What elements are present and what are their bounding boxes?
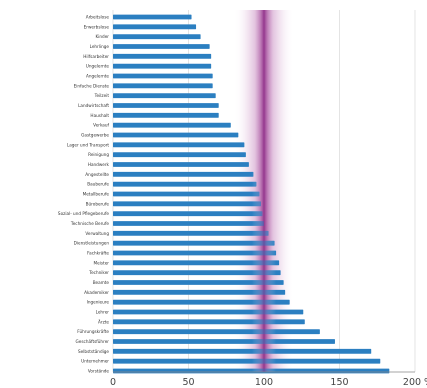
category-label: Führungskräfte [77,329,109,334]
category-label: Ungelernte [86,64,110,69]
category-labels: Arbeitslose Erwerbslose Kinder Lehrlinge Hil… [58,15,110,374]
reference-band-overlay [252,10,276,372]
category-label: Sozial- und Pflegeberufe [58,211,110,216]
bar [113,319,305,325]
bar [113,348,372,354]
category-label: Lehrlinge [90,44,110,49]
category-label: Teilzeit [94,93,110,98]
category-label: Haushalt [90,113,109,118]
category-label: Lager und Transport [67,142,109,147]
category-label: Fachkräfte [87,251,109,256]
bar [113,152,246,158]
category-label: Reinigung [88,152,109,157]
x-tick-label: 0 [110,377,116,388]
bar [113,14,192,20]
bar [113,142,245,148]
bar [113,368,390,374]
bar [113,181,257,187]
category-label: Verkauf [93,123,109,128]
category-label: Dienstleistungen [74,241,110,246]
category-label: Gastgewerbe [81,133,109,138]
category-label: Büroberufe [86,201,110,206]
category-label: Technische Berufe [70,221,110,226]
bar [113,24,197,30]
reference-overlay [252,10,276,372]
bar [113,221,264,226]
bar [113,83,213,89]
bar [113,132,239,138]
category-label: Handwerk [88,162,110,167]
bar [113,103,219,108]
category-label: Lehrer [96,310,110,315]
bar [113,34,201,40]
x-tick-label: 200 % [403,377,427,388]
bar [113,112,219,118]
category-label: Meister [94,260,110,265]
bar [113,260,280,266]
category-label: Unternehmer [81,359,109,364]
bar [113,93,216,99]
bar [113,122,231,128]
bar [113,289,286,295]
category-label: Verwaltung [85,231,109,236]
bars [113,14,390,374]
category-label: Beamte [93,280,110,285]
category-label: Hilfsarbeiter [83,54,109,59]
bar [113,230,269,236]
bar [113,339,335,344]
x-tick-label: 100 [255,377,273,388]
x-tick-label: 50 [182,377,194,388]
bar [113,240,275,246]
category-label: Bauberufe [87,182,109,187]
bar [113,44,210,49]
category-label: Angestellte [85,172,109,177]
category-label: Vorstände [88,369,110,374]
bar [113,162,249,167]
x-tick-label: 150 [330,377,348,388]
bar [113,299,290,305]
category-label: Kinder [95,34,109,39]
category-label: Techniker [88,270,109,275]
category-label: Ingenieure [87,300,110,305]
bar [113,329,320,335]
bar [113,73,213,79]
bar [113,201,261,207]
category-label: Akademiker [84,290,109,295]
bar [113,53,212,59]
x-axis: 0 50 100 150 200 % [110,371,427,388]
bar [113,280,284,285]
category-label: Geschäftsführer [76,339,110,344]
category-label: Metallberufe [83,192,110,197]
category-label: Angelernte [86,74,109,79]
bar [113,63,212,69]
bar [113,171,254,177]
category-label: Ärzte [98,319,109,324]
category-label: Einfache Dienste [74,83,110,88]
bar [113,250,277,256]
bar [113,270,281,276]
bar [113,191,260,197]
category-label: Erwerbslose [84,24,110,29]
category-label: Arbeitslose [86,15,110,20]
bar [113,358,381,364]
bar [113,211,263,217]
category-label: Landwirtschaft [78,103,109,108]
category-label: Selbstständige [78,349,109,354]
